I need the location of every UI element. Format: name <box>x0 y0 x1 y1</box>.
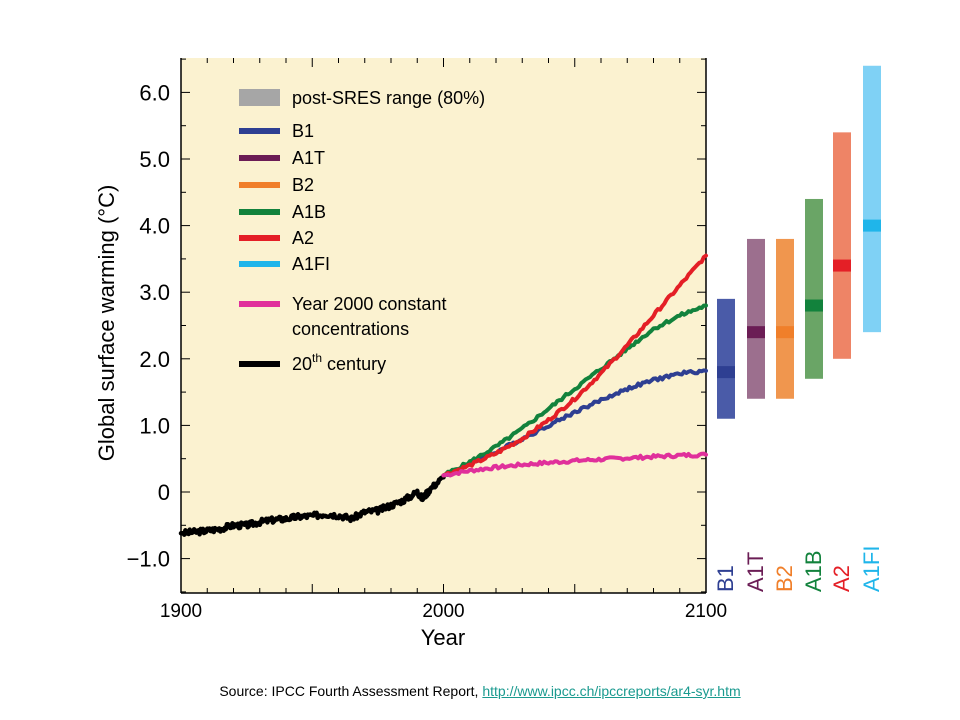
legend-label: B2 <box>292 175 314 195</box>
series-line-20th-century <box>178 475 446 537</box>
range-label-a2: A2 <box>829 565 854 592</box>
range-label-a1t: A1T <box>743 552 768 592</box>
legend-label: B1 <box>292 121 314 141</box>
y-tick-label: 2.0 <box>139 347 170 372</box>
legend-label: post-SRES range (80%) <box>292 88 485 108</box>
y-tick-label: 5.0 <box>139 147 170 172</box>
range-label-a1b: A1B <box>801 550 826 592</box>
range-bar-a1fi <box>863 65 881 333</box>
legend-label: 20th century <box>292 351 386 374</box>
legend-superscript: th <box>312 351 322 365</box>
tick-marks <box>180 58 707 593</box>
source-caption: Source: IPCC Fourth Assessment Report, h… <box>0 683 960 699</box>
range-bar-a1t <box>747 238 765 399</box>
legend-swatch <box>239 301 280 307</box>
legend-swatch <box>239 261 280 267</box>
range-bar-b1 <box>717 298 735 419</box>
range-bar-a2 <box>833 132 851 359</box>
best-estimate-mark-b2 <box>776 326 794 339</box>
legend-label-rest: century <box>322 354 386 374</box>
y-tick-label: −1.0 <box>127 547 170 572</box>
best-estimate-mark-a1fi <box>863 219 881 232</box>
tick-labels: −1.0 0 1.0 2.0 3.0 4.0 5.0 6.0 1900 2000 2100 <box>127 80 728 622</box>
series-line-year-2000-constant-concentrations <box>441 451 708 478</box>
legend-swatch <box>239 209 280 215</box>
y-tick-label: 4.0 <box>139 214 170 239</box>
x-tick-label: 2000 <box>422 601 464 622</box>
source-link[interactable]: http://www.ipcc.ch/ipccreports/ar4-syr.h… <box>482 683 741 699</box>
series-layer <box>178 253 708 537</box>
legend-label: Year 2000 constant <box>292 294 446 314</box>
x-axis-label: Year <box>421 625 465 650</box>
best-estimate-mark-b1 <box>717 366 735 379</box>
best-estimate-mark-a1t <box>747 326 765 339</box>
y-tick-label: 0 <box>158 480 170 505</box>
y-tick-label: 3.0 <box>139 280 170 305</box>
range-label-a1fi: A1FI <box>859 546 884 592</box>
legend-swatch <box>239 128 280 134</box>
y-tick-label: 1.0 <box>139 413 170 438</box>
series-line-a2 <box>441 253 708 478</box>
x-tick-label: 1900 <box>160 601 202 622</box>
best-estimate-mark-a2 <box>833 259 851 272</box>
series-line-a1b <box>441 303 708 478</box>
legend-label: A1B <box>292 202 326 222</box>
source-prefix: Source: IPCC Fourth Assessment Report, <box>219 683 483 699</box>
legend-swatch <box>239 155 280 161</box>
range-label-b2: B2 <box>772 565 797 592</box>
y-axis-label: Global surface warming (°C) <box>94 185 119 462</box>
legend-swatch <box>239 235 280 241</box>
legend-swatch-range <box>239 89 280 106</box>
range-bar-a1b <box>805 198 823 379</box>
x-tick-label: 2100 <box>685 601 727 622</box>
range-label-b1: B1 <box>713 565 738 592</box>
legend-swatch <box>239 361 280 367</box>
legend-label: A2 <box>292 228 314 248</box>
legend-swatch <box>239 182 280 188</box>
plot-background <box>181 58 706 593</box>
y-tick-label: 6.0 <box>139 80 170 105</box>
legend-label-line2: concentrations <box>292 319 409 339</box>
scenario-ranges: B1 A1T B2 A1B A2 A1FI <box>713 65 884 592</box>
range-bar-b2 <box>776 238 794 399</box>
best-estimate-mark-a1b <box>805 299 823 312</box>
legend-label: A1FI <box>292 254 330 274</box>
legend-label: A1T <box>292 148 325 168</box>
legend: post-SRES range (80%) B1 A1T B2 A1B A2 A1FI Yea… <box>239 88 485 374</box>
